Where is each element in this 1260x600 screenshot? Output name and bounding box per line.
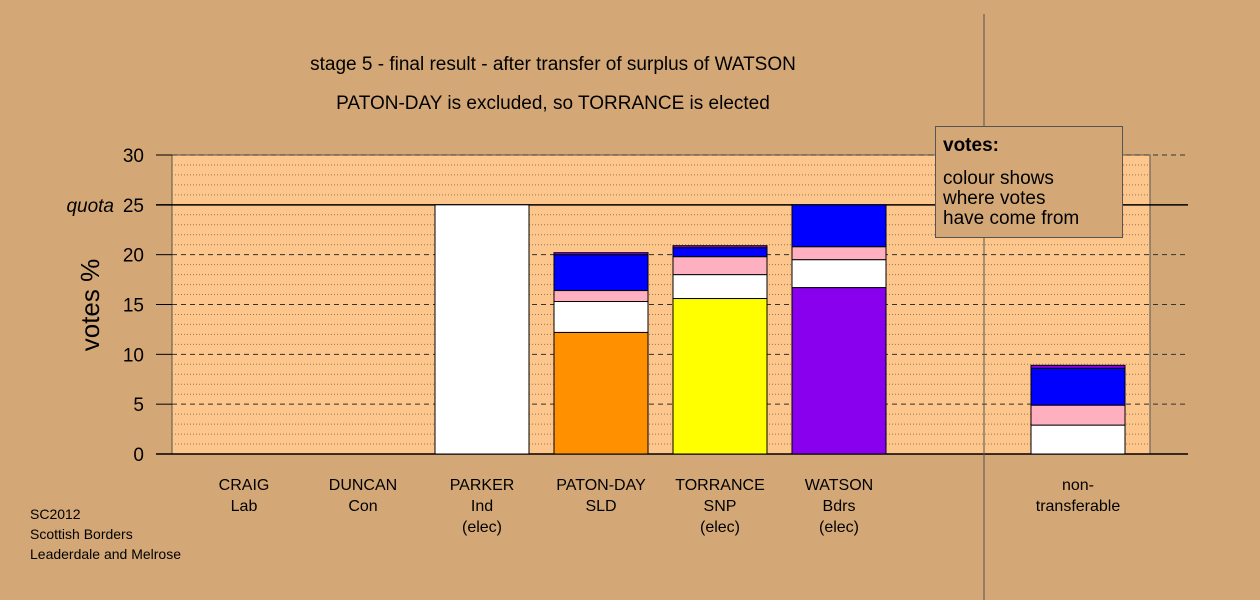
y-tick-label: 5	[133, 395, 144, 416]
category-name: PARKER	[450, 477, 515, 494]
legend-text: colour shows where votes have come from	[943, 168, 1080, 229]
y-tick-label: 10	[123, 345, 144, 366]
bar-segment	[1030, 367, 1126, 406]
bar-segment	[553, 254, 649, 292]
y-tick-label: 0	[133, 445, 144, 466]
legend-title: votes:	[943, 135, 999, 156]
footer-council: Scottish Borders	[30, 526, 133, 542]
bar-segment	[791, 246, 887, 261]
bar-segment	[553, 252, 649, 256]
bar-segment	[791, 259, 887, 289]
y-tick-label: 30	[123, 146, 144, 167]
bar-segment	[553, 290, 649, 303]
bar-segment	[553, 331, 649, 455]
footer-ward: Leaderdale and Melrose	[30, 546, 181, 562]
bar-segment	[553, 301, 649, 333]
chart-subtitle: PATON-DAY is excluded, so TORRANCE is el…	[336, 93, 770, 114]
quota-label: quota	[66, 196, 114, 217]
bar-segment	[1030, 364, 1126, 369]
category-name: PATON-DAY	[556, 477, 646, 494]
bar-segment	[1030, 424, 1126, 455]
category-status: (elec)	[819, 519, 859, 536]
bar-segment	[791, 204, 887, 248]
y-axis-label: votes %	[75, 259, 105, 352]
category-party: Con	[348, 498, 377, 515]
category-name: CRAIG	[219, 477, 270, 494]
category-status: (elec)	[700, 519, 740, 536]
bar-segment	[672, 247, 768, 258]
category-party: Lab	[231, 498, 258, 515]
category-party: Ind	[471, 498, 493, 515]
bar-segment	[672, 256, 768, 276]
category-party: SLD	[585, 498, 616, 515]
footer-code: SC2012	[30, 506, 81, 522]
category-party: Bdrs	[823, 498, 856, 515]
category-name: DUNCAN	[329, 477, 397, 494]
y-tick-label: 15	[123, 296, 144, 317]
legend-box: votes: colour shows where votes have com…	[935, 126, 1123, 238]
category-name: WATSON	[805, 477, 873, 494]
category-name: TORRANCE	[675, 477, 765, 494]
bar-segment	[672, 298, 768, 455]
bar-segment	[434, 204, 530, 455]
category-name: non-	[1062, 477, 1094, 494]
category-status: (elec)	[462, 519, 502, 536]
category-party: transferable	[1036, 498, 1121, 515]
bar-segment	[791, 287, 887, 455]
bar-segment	[672, 274, 768, 300]
bar-segment	[1030, 404, 1126, 426]
y-tick-label: 25	[123, 196, 144, 217]
category-party: SNP	[704, 498, 737, 515]
y-tick-label: 20	[123, 246, 144, 267]
chart-title: stage 5 - final result - after transfer …	[310, 54, 796, 75]
bar-segment	[672, 245, 768, 249]
